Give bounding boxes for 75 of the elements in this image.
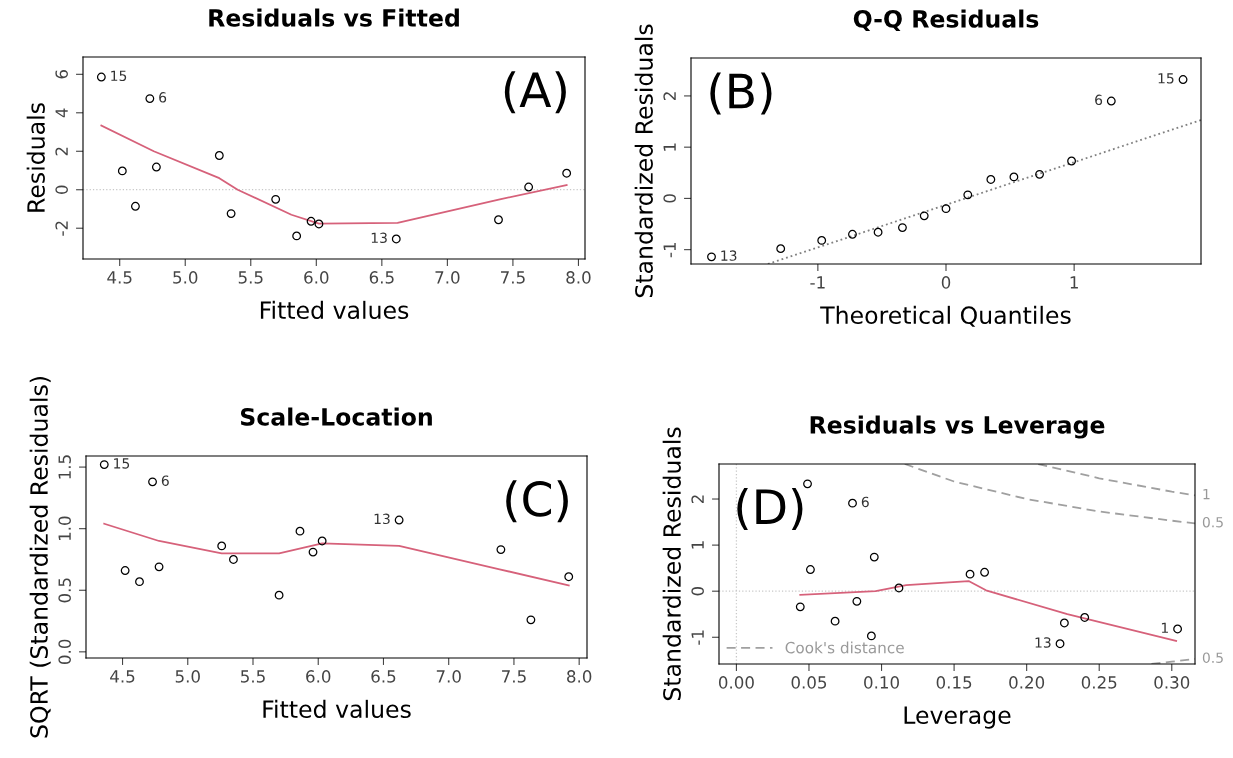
x-axis-title: Fitted values: [260, 300, 409, 320]
x-tick-label: 5.0: [175, 670, 200, 683]
y-tick-label: 2: [55, 147, 68, 156]
annotation: 6: [1095, 94, 1103, 106]
annotation: 15: [1158, 73, 1174, 84]
y-axis-title: SQRT (Standardized Residuals): [29, 377, 51, 738]
x-tick-label: 6.5: [369, 271, 394, 284]
annotation: (B): [710, 72, 772, 115]
annotation: 13: [721, 250, 737, 261]
annotation: 6: [159, 92, 167, 103]
x-tick-label: 1: [1070, 276, 1078, 289]
y-tick-label: -1: [663, 242, 676, 258]
y-axis-title: Standardized Residuals: [662, 427, 681, 701]
annotation: 0.5: [1202, 516, 1223, 528]
x-tick-label: 8.0: [566, 271, 591, 284]
x-tick-label: 0.20: [1009, 676, 1045, 689]
y-tick-label: 0.5: [58, 578, 71, 603]
annotation: 15: [114, 458, 130, 469]
x-tick-label: 7.5: [501, 271, 525, 284]
x-tick-label: 6.0: [306, 670, 331, 683]
x-tick-label: 7.0: [435, 271, 460, 284]
x-axis-title: Fitted values: [263, 699, 411, 719]
y-tick-label: 0: [663, 194, 676, 203]
y-tick-label: 2: [663, 92, 676, 100]
x-tick-label: 8.0: [567, 670, 592, 683]
y-tick-label: 1.0: [58, 516, 71, 541]
annotation: 6: [161, 475, 169, 486]
y-tick-label: -1: [691, 630, 704, 645]
y-tick-label: 1: [691, 541, 704, 549]
x-tick-label: 7.0: [436, 670, 461, 683]
chart-title: Residuals vs Leverage: [810, 415, 1105, 439]
x-tick-label: 5.5: [241, 670, 265, 683]
annotation: 13: [1035, 637, 1051, 648]
x-tick-label: 6.5: [371, 670, 396, 683]
y-tick-label: 1.5: [58, 455, 71, 479]
chart-title: Q-Q Residuals: [853, 9, 1039, 31]
annotation: 1: [1203, 489, 1210, 500]
annotation: 0.5: [1202, 652, 1223, 663]
x-axis-title: Leverage: [904, 706, 1011, 729]
x-tick-label: 5.0: [173, 271, 198, 284]
annotation: 15: [111, 70, 127, 82]
chart-title: Scale-Location: [240, 407, 432, 426]
y-tick-label: 4: [55, 108, 68, 118]
chart-title: Residuals vs Fitted: [209, 8, 459, 27]
annotation: (C): [506, 480, 568, 523]
x-tick-label: 7.5: [502, 670, 526, 683]
x-tick-label: 0.15: [936, 676, 972, 689]
x-tick-label: -1: [810, 276, 825, 289]
x-tick-label: 0.00: [718, 676, 754, 689]
y-tick-label: 0: [691, 586, 704, 596]
annotation: (D): [737, 488, 803, 531]
y-tick-label: 0.0: [58, 639, 71, 664]
x-axis-title: Theoretical Quantiles: [820, 305, 1071, 327]
x-tick-label: 6.0: [304, 271, 329, 284]
x-tick-label: 4.5: [110, 670, 135, 683]
y-tick-label: -2: [55, 221, 68, 236]
y-axis-title: Standardized Residuals: [634, 24, 653, 298]
x-tick-label: 4.5: [107, 271, 132, 284]
x-tick-label: 0.10: [864, 676, 899, 689]
y-tick-label: 0: [55, 185, 68, 194]
annotation: (A): [504, 71, 566, 114]
x-tick-label: 0: [941, 276, 951, 289]
x-tick-label: 0.30: [1154, 676, 1190, 689]
x-tick-label: 0.25: [1081, 676, 1117, 689]
legend-label: Cook's distance: [785, 641, 904, 654]
y-tick-label: 1: [663, 143, 676, 151]
annotation: 6: [861, 496, 869, 508]
x-tick-label: 0.05: [791, 676, 827, 689]
x-tick-label: 5.5: [238, 271, 263, 284]
y-tick-label: 2: [691, 495, 704, 504]
annotation: 13: [371, 232, 387, 244]
annotation: 13: [374, 513, 390, 525]
y-tick-label: 6: [55, 70, 68, 79]
y-axis-title: Residuals: [26, 103, 45, 212]
annotation: 1: [1161, 622, 1168, 633]
